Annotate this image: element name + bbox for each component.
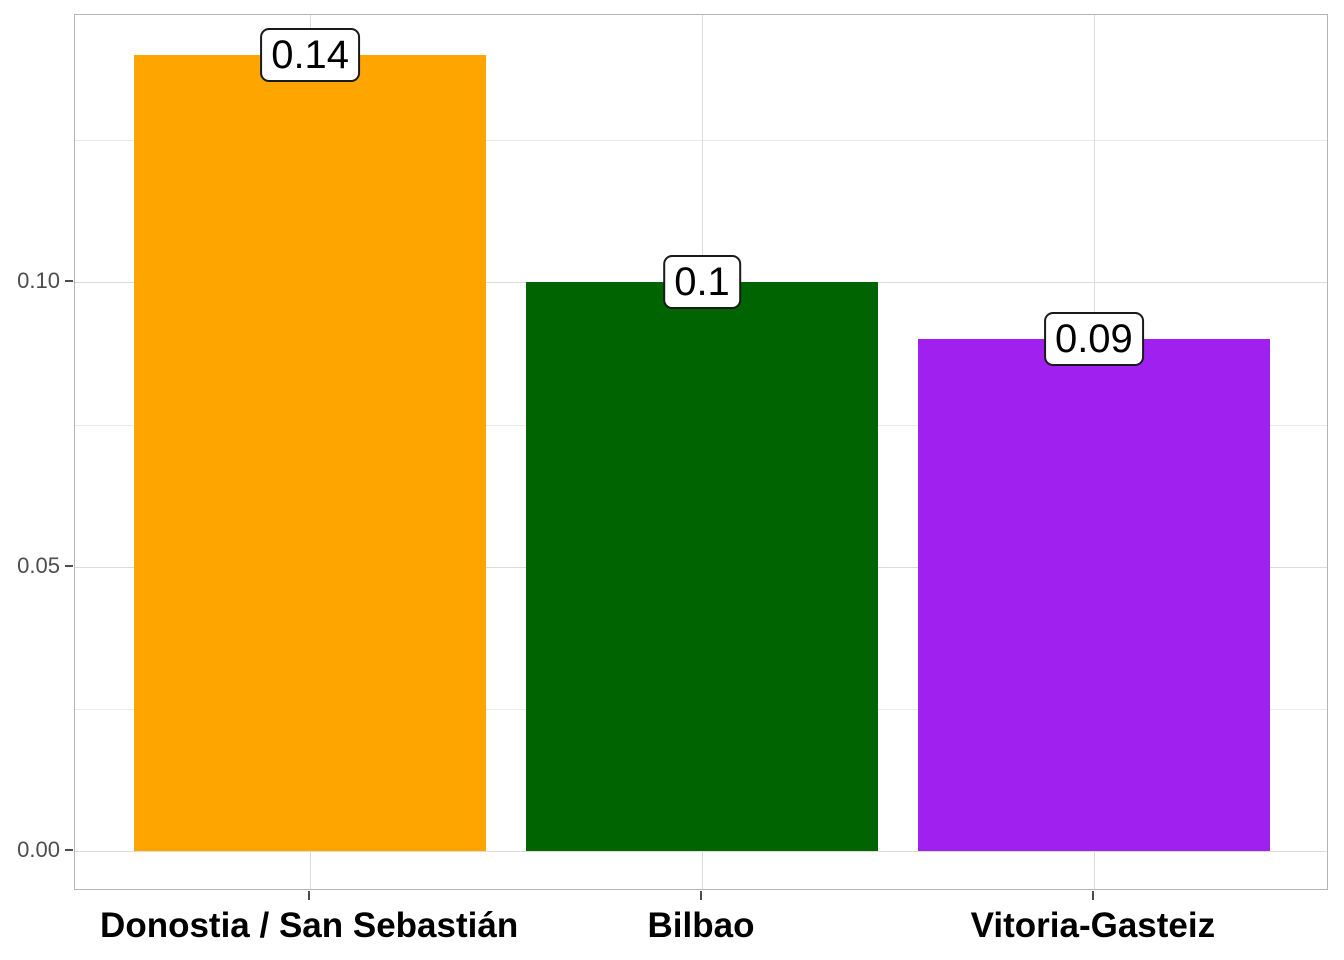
- x-axis-tick: [1091, 891, 1094, 900]
- x-axis-category-label: Donostia / San Sebastián: [100, 906, 519, 945]
- y-axis-tick-label: 0.00: [17, 837, 60, 863]
- minor-gridline-y: [75, 140, 1327, 142]
- major-gridline-y: [75, 851, 1327, 853]
- y-axis-tick: [65, 280, 73, 283]
- bar-value-label: 0.09: [1043, 312, 1144, 367]
- y-axis-tick: [65, 564, 73, 567]
- y-axis-tick-label: 0.05: [17, 552, 60, 578]
- bar-2: [525, 282, 879, 852]
- y-axis-tick: [65, 849, 73, 852]
- x-axis-category-label: Vitoria-Gasteiz: [970, 906, 1216, 945]
- x-axis-tick: [308, 891, 311, 900]
- x-axis-tick: [700, 891, 702, 900]
- bar-value-label: 0.14: [260, 27, 361, 82]
- plot-panel: 0.14 0.1 0.09: [74, 14, 1328, 890]
- bar-1: [133, 54, 487, 852]
- y-axis-tick-label: 0.10: [17, 268, 60, 294]
- bar-3: [917, 339, 1271, 852]
- x-axis-category-label: Bilbao: [647, 906, 755, 945]
- bar-value-label: 0.1: [663, 255, 741, 310]
